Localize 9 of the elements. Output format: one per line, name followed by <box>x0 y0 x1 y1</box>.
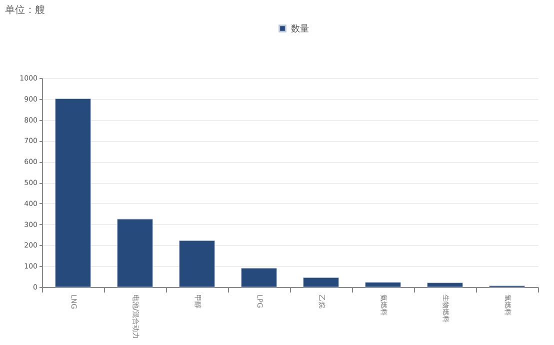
chart-title: 单位：艘 <box>5 4 45 17</box>
bar <box>179 240 215 288</box>
bar <box>427 282 463 288</box>
legend-label: 数量 <box>291 24 309 34</box>
bar <box>117 218 153 288</box>
bar <box>365 282 401 288</box>
bar <box>303 277 339 288</box>
bar <box>241 268 277 288</box>
bar <box>55 98 91 288</box>
